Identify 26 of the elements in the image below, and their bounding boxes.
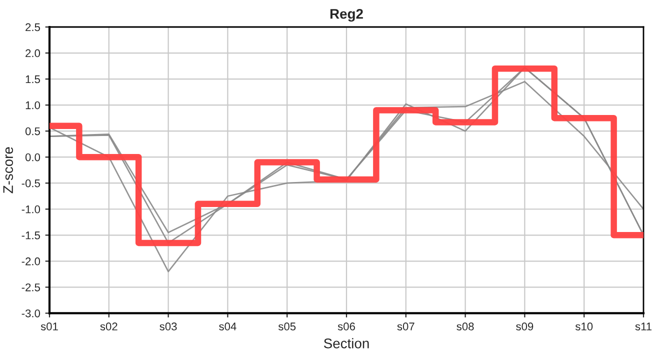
x-tick-label: s09	[516, 322, 534, 330]
x-tick-label: s01	[40, 322, 58, 330]
y-tick-label: -2.0	[22, 257, 40, 266]
y-tick-label: -1.5	[22, 232, 40, 240]
y-axis-title: Z-score	[3, 147, 14, 194]
x-tick-label: s06	[338, 322, 355, 330]
y-tick-label: 1.5	[26, 75, 40, 84]
chart-title: Reg2	[330, 8, 363, 22]
y-tick-label: 2.5	[26, 23, 40, 32]
x-tick-label: s07	[397, 322, 414, 330]
y-tick-label: -1.0	[22, 205, 40, 214]
y-tick-label: 0.5	[25, 127, 40, 136]
y-tick-label: 0.0	[25, 153, 40, 162]
x-tick-label: s02	[100, 322, 118, 330]
y-tick-label: 2.0	[26, 49, 40, 58]
y-tick-label: 1.0	[26, 101, 40, 110]
x-tick-label: s11	[635, 322, 652, 330]
y-tick-label: -3.0	[22, 309, 40, 318]
x-axis-title: Section	[324, 338, 369, 348]
x-tick-label: s10	[575, 322, 593, 330]
x-tick-label: s08	[456, 322, 474, 330]
x-tick-label: s03	[160, 322, 177, 330]
y-tick-label: -2.5	[22, 283, 40, 292]
x-tick-label: s04	[219, 322, 236, 330]
y-tick-label: -0.5	[22, 179, 40, 188]
x-tick-label: s05	[278, 322, 296, 330]
